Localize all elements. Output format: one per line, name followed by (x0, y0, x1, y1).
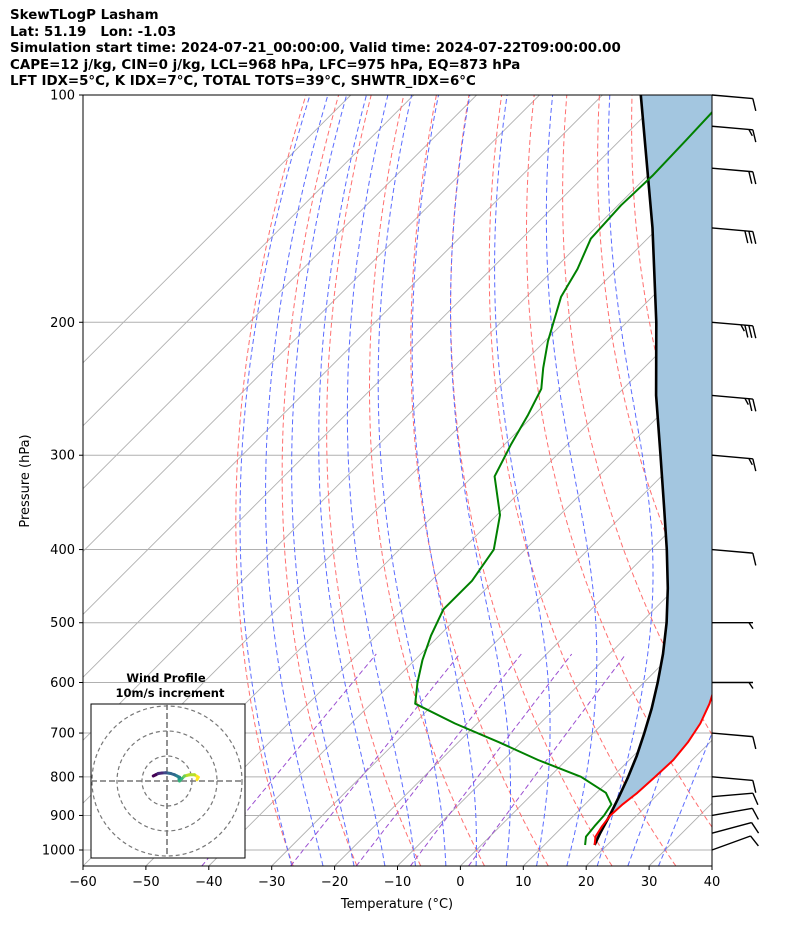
wind-barb (711, 125, 757, 143)
x-tick-label: 30 (641, 875, 658, 890)
stability-indices-2: LFT IDX=5°C, K IDX=7°C, TOTAL TOTS=39°C,… (10, 74, 476, 90)
station-coordinates: Lat: 51.19 Lon: -1.03 (10, 24, 177, 40)
x-tick-label: −10 (384, 875, 411, 890)
wind-barb (711, 548, 757, 566)
cape-area (594, 95, 712, 844)
wind-barb (711, 167, 757, 185)
x-tick-label: −20 (321, 875, 348, 890)
hodograph-title: Wind Profile (126, 671, 206, 685)
y-tick-label: 300 (50, 449, 75, 464)
wind-barb (711, 776, 757, 793)
dry-adiabat-30 (488, 95, 677, 866)
isotherm-40 (711, 865, 712, 866)
wind-barb (711, 821, 760, 834)
wind-barb (711, 94, 757, 112)
moist-adiabat--15 (318, 95, 386, 866)
y-tick-label: 600 (50, 676, 75, 691)
x-tick-label: 20 (578, 875, 595, 890)
isotherm--20 (334, 487, 712, 866)
wind-barb (711, 792, 759, 806)
moist-adiabat-5 (450, 95, 511, 866)
axes: −60 −50 −40 −30 −20 −10 0 10 20 30 40 100 200 300 400 5… (42, 89, 720, 891)
hodograph-subtitle: 10m/s increment (116, 686, 225, 700)
x-tick-label: −30 (258, 875, 285, 890)
isotherm--140 (83, 95, 352, 364)
y-tick-label: 800 (50, 770, 75, 785)
y-tick-label: 700 (50, 727, 75, 742)
dry-adiabat-110 (762, 95, 794, 866)
mixing-ratio-2 (409, 653, 573, 866)
x-tick-label: −50 (132, 875, 159, 890)
y-tick-label: 100 (50, 89, 75, 104)
y-tick-label: 1000 (42, 844, 75, 859)
dry-adiabat-20 (450, 95, 613, 866)
y-tick-label: 500 (50, 616, 75, 631)
moist-adiabat-15 (545, 95, 598, 866)
plot-area (83, 95, 794, 866)
mixing-ratio-4 (468, 653, 627, 866)
moist-adiabat--30 (239, 95, 311, 866)
isotherm--40 (208, 362, 712, 866)
y-tick-label: 400 (50, 543, 75, 558)
isotherm--10 (397, 550, 712, 866)
wind-barb (712, 622, 754, 630)
moist-adiabat-10 (494, 95, 551, 866)
hodograph-segment (151, 773, 158, 778)
x-axis-label: Temperature (°C) (340, 897, 453, 912)
isotherm--50 (145, 299, 712, 866)
y-axis-label: Pressure (hPa) (18, 434, 33, 527)
chart-header: SkewTLogP Lasham Lat: 51.19 Lon: -1.03 S… (10, 8, 621, 91)
hodograph-plot (90, 703, 246, 859)
hodograph-inset (90, 703, 246, 859)
stability-indices-1: CAPE=12 j/kg, CIN=0 j/kg, LCL=968 hPa, L… (10, 57, 521, 73)
moist-adiabat-0 (411, 95, 477, 866)
y-tick-label: 200 (50, 316, 75, 331)
moist-adiabat-30 (658, 731, 712, 866)
y-tick-label: 900 (50, 809, 75, 824)
parcel-profile-line (593, 95, 670, 846)
wind-barb (711, 732, 757, 750)
mixing-ratio-0.4 (290, 653, 461, 866)
isotherm--120 (83, 95, 477, 490)
moist-adiabat--20 (291, 95, 355, 866)
isotherm-0 (460, 613, 712, 866)
dry-adiabat-0 (369, 95, 485, 866)
x-tick-label: 40 (704, 875, 721, 890)
wind-barb (711, 227, 757, 244)
station-title: SkewTLogP Lasham (10, 8, 159, 23)
wind-barbs (711, 94, 760, 851)
wind-barb (711, 394, 757, 412)
moist-adiabat--25 (265, 95, 329, 866)
dry-adiabat-60 (597, 95, 712, 638)
x-tick-label: −40 (195, 875, 222, 890)
x-tick-label: 10 (515, 875, 532, 890)
x-tick-label: −60 (69, 875, 96, 890)
isotherm--130 (83, 95, 415, 427)
dewpoint-profile-line (414, 110, 712, 846)
dry-adiabat-100 (730, 95, 794, 866)
isotherm--100 (83, 95, 603, 616)
mixing-ratio-1 (355, 653, 522, 866)
dry-adiabat--30 (235, 95, 307, 866)
wind-barb (711, 835, 759, 851)
dry-adiabat--20 (281, 95, 358, 866)
wind-barb (711, 807, 760, 820)
moist-adiabat--5 (377, 95, 447, 866)
dry-adiabat-40 (526, 95, 712, 829)
x-tick-label: 0 (456, 875, 464, 890)
simulation-times: Simulation start time: 2024-07-21_00:00:… (10, 41, 621, 57)
wind-barb (711, 454, 757, 472)
isotherm--110 (83, 95, 540, 553)
moist-adiabat--10 (346, 95, 416, 866)
temperature-profile-line (593, 692, 712, 846)
wind-barb (712, 681, 754, 689)
moist-adiabat-20 (596, 95, 654, 866)
wind-barb (711, 321, 757, 339)
dry-adiabat-10 (410, 95, 549, 866)
isotherm--30 (271, 425, 712, 866)
isotherm--90 (83, 95, 666, 678)
